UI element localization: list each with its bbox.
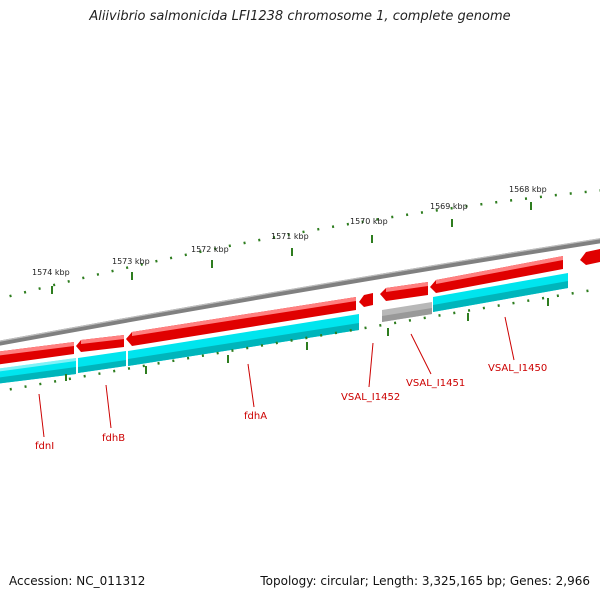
tick-label-1570: 1570 kbp	[350, 217, 388, 226]
backbone	[0, 238, 600, 346]
gene-next-red	[580, 249, 600, 265]
gene-label-VSAL_I1450: VSAL_I1450	[488, 363, 547, 374]
tick-label-1573: 1573 kbp	[112, 257, 150, 266]
cds-track	[0, 273, 568, 384]
inner-major-ticks	[65, 298, 549, 381]
accession-text: Accession: NC_011312	[9, 574, 146, 588]
tick-label-1569: 1569 kbp	[430, 202, 468, 211]
tick-label-1568: 1568 kbp	[509, 185, 547, 194]
gene-label-fdhA: fdhA	[244, 411, 267, 422]
gene-label-fdhB: fdhB	[102, 433, 125, 444]
gene-label-VSAL_I1451: VSAL_I1451	[406, 378, 465, 389]
label-leaders	[38, 316, 515, 438]
tick-label-1572: 1572 kbp	[191, 245, 229, 254]
gene-VSAL_I1452-red	[359, 293, 373, 307]
tick-label-1574: 1574 kbp	[32, 268, 70, 277]
tick-label-1571: 1571 kbp	[271, 232, 309, 241]
gene-label-VSAL_I1452: VSAL_I1452	[341, 392, 400, 403]
gene-label-fdnI: fdnI	[35, 441, 54, 452]
gene-track-red	[0, 249, 600, 365]
outer-major-ticks	[51, 202, 532, 294]
genome-summary-text: Topology: circular; Length: 3,325,165 bp…	[260, 574, 590, 588]
map-title: Aliivibrio salmonicida LFI1238 chromosom…	[89, 9, 511, 24]
